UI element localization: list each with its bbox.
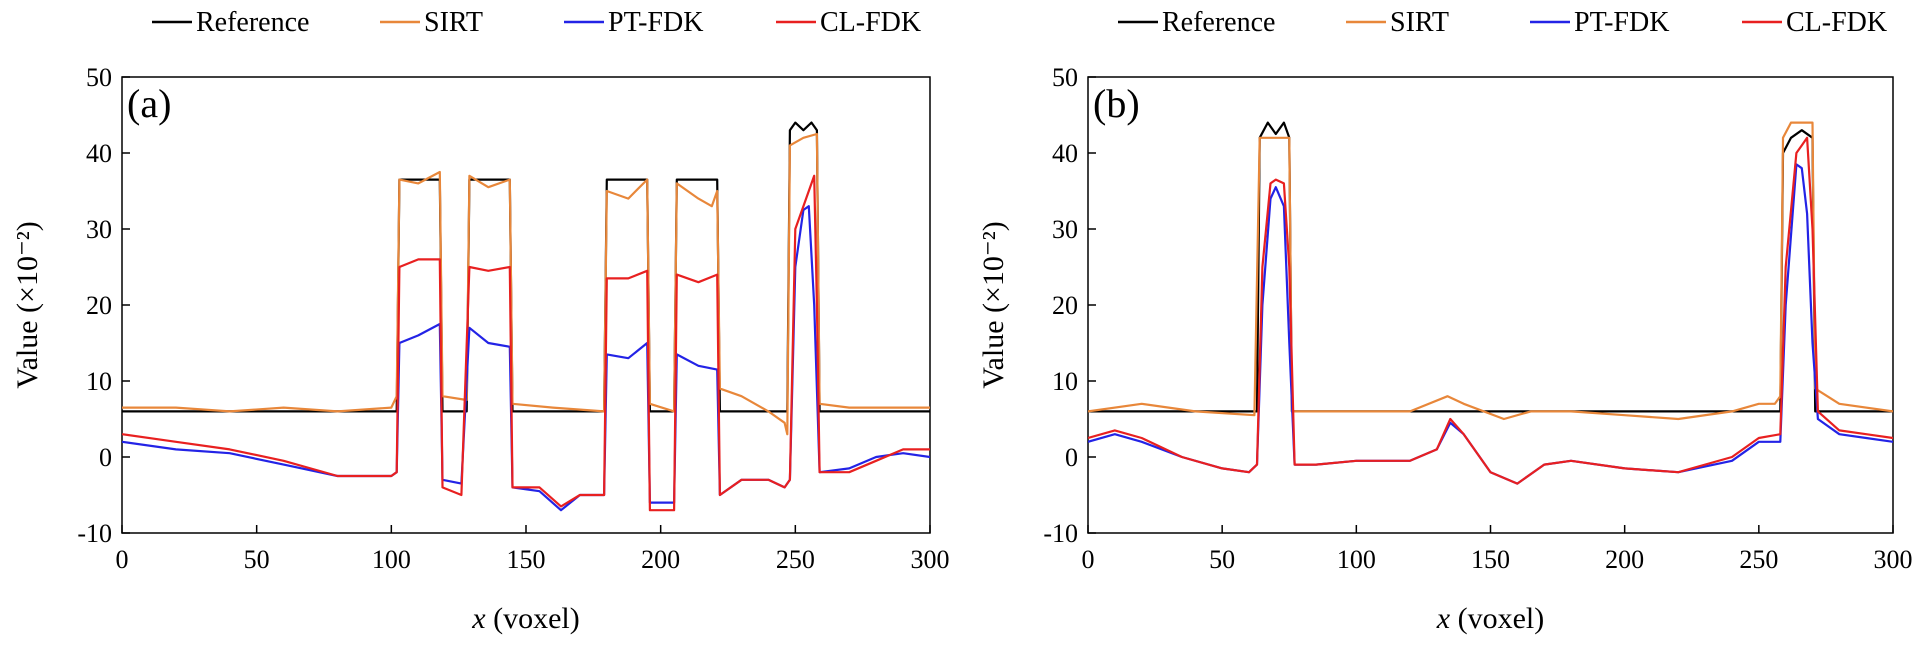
panel-b-y-axis-label: Value (×10⁻²) [977,221,1010,389]
panel-b-x-axis-label-var: x [1436,602,1451,635]
panel-b-label: (b) [1093,81,1140,126]
panel-b-ytick-label-10: 10 [1052,367,1078,396]
panel-a-x-axis-label-unit: (voxel) [486,602,580,635]
panel-b-legend-label-sirt: SIRT [1390,7,1449,38]
panel-a-ytick-label-30: 30 [86,215,112,244]
panel-a-xtick-label-150: 150 [507,545,546,574]
panel-b-x-axis-label-unit: (voxel) [1450,602,1544,635]
panel-a-series-pt-fdk [122,205,930,512]
panel-a-x-axis-label-var: x [471,602,486,635]
panel-a-x-axis-label: x (voxel) [471,602,579,635]
panel-b-legend-pt-fdk: PT-FDK [1530,7,1669,38]
panel-a-legend-label-sirt: SIRT [424,7,483,38]
panel-a-xtick-label-300: 300 [911,545,950,574]
panel-b-ytick-label-0: 0 [1065,443,1078,472]
panel-a-y-axis-label: Value (×10⁻²) [11,221,44,389]
panel-a-series-cl-fdk [122,174,930,512]
panel-b-series-reference [1088,121,1893,413]
panel-b-ytick-label-50: 50 [1052,63,1078,92]
panel-b-series-sirt [1088,121,1893,421]
panel-a-xtick-label-50: 50 [244,545,270,574]
panel-b-xtick-label-250: 250 [1739,545,1778,574]
panel-b-ytick-label-30: 30 [1052,215,1078,244]
panel-b-xtick-label-100: 100 [1337,545,1376,574]
panel-b-legend-reference: Reference [1118,7,1275,38]
panel-b-ytick-label-40: 40 [1052,139,1078,168]
panel-a-legend-label-cl-fdk: CL-FDK [820,7,921,38]
panel-b-legend-label-cl-fdk: CL-FDK [1786,7,1887,38]
panel-a-ytick-label--10: -10 [77,519,112,548]
panel-a-legend-reference: Reference [152,7,309,38]
panel-b-xtick-label-50: 50 [1209,545,1235,574]
panel-a-legend-label-pt-fdk: PT-FDK [608,7,703,38]
panel-b-xtick-label-150: 150 [1471,545,1510,574]
panel-b-ytick-label--10: -10 [1043,519,1078,548]
panel-a-ytick-label-20: 20 [86,291,112,320]
panel-b-legend-cl-fdk: CL-FDK [1742,7,1887,38]
panel-b-xtick-label-200: 200 [1605,545,1644,574]
panel-a-series-sirt [122,132,930,436]
panel-a-legend-sirt: SIRT [380,7,483,38]
panel-a-xtick-label-200: 200 [641,545,680,574]
panel-b-ytick-label-20: 20 [1052,291,1078,320]
panel-b-xtick-label-0: 0 [1082,545,1095,574]
panel-b-x-axis-label: x (voxel) [1436,602,1544,635]
panel-a-xtick-label-250: 250 [776,545,815,574]
panel-a-xtick-label-100: 100 [372,545,411,574]
panel-b-series-cl-fdk [1088,136,1893,485]
panel-b-legend-sirt: SIRT [1346,7,1449,38]
panel-a-series-reference [122,121,930,413]
panel-a-legend-label-reference: Reference [196,7,309,38]
panel-b-xtick-label-300: 300 [1874,545,1913,574]
panel-a-xtick-label-0: 0 [116,545,129,574]
panel-a-ytick-label-0: 0 [99,443,112,472]
panel-a-ytick-label-50: 50 [86,63,112,92]
panel-a-ytick-label-10: 10 [86,367,112,396]
panel-a-frame [121,76,931,534]
panel-a-legend-cl-fdk: CL-FDK [776,7,921,38]
panel-a-label: (a) [127,81,171,126]
panel-b-legend-label-pt-fdk: PT-FDK [1574,7,1669,38]
panel-a-legend-pt-fdk: PT-FDK [564,7,703,38]
panel-a-ytick-label-40: 40 [86,139,112,168]
panel-b-legend-label-reference: Reference [1162,7,1275,38]
